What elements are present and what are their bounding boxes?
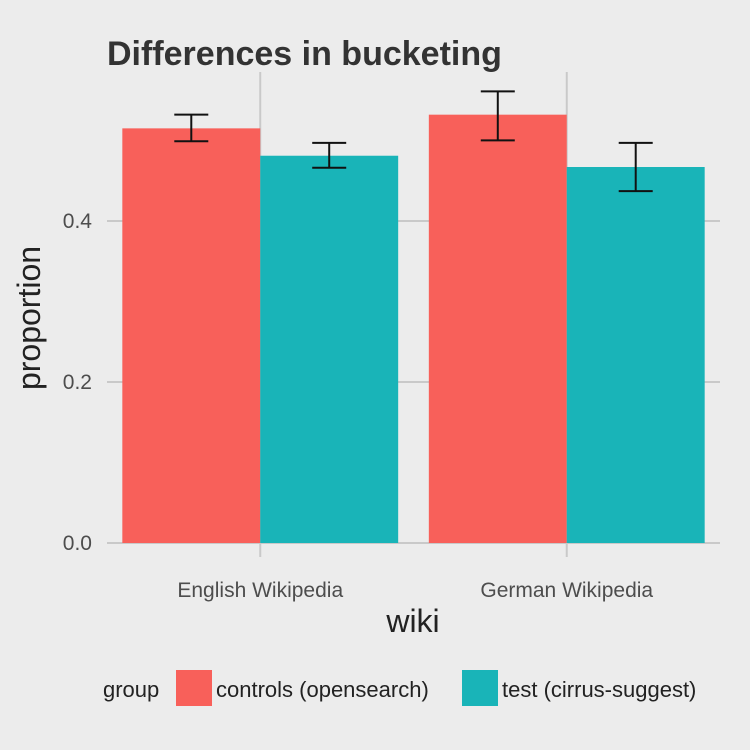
legend-label-controls: controls (opensearch)	[216, 677, 429, 702]
chart-title: Differences in bucketing	[107, 35, 502, 73]
legend-swatch-controls	[176, 670, 212, 706]
y-tick-label: 0.0	[63, 532, 92, 555]
x-axis-title: wiki	[385, 603, 439, 639]
x-tick-label: German Wikipedia	[480, 579, 653, 602]
bar	[428, 114, 567, 544]
legend-swatch-test	[462, 670, 498, 706]
bar	[260, 155, 399, 543]
error-bars	[174, 90, 653, 193]
y-axis-title: proportion	[11, 246, 47, 390]
x-tick-labels: English Wikipedia German Wikipedia	[177, 579, 653, 602]
legend: group controls (opensearch) test (cirrus…	[103, 670, 696, 706]
y-tick-label: 0.2	[63, 371, 92, 394]
x-tick-label: English Wikipedia	[177, 579, 343, 602]
bar	[566, 167, 705, 543]
legend-label-test: test (cirrus-suggest)	[502, 677, 696, 702]
y-tick-label: 0.4	[63, 210, 93, 233]
legend-title: group	[103, 677, 159, 702]
bar	[122, 128, 261, 543]
bars	[122, 114, 705, 544]
y-tick-labels: 0.0 0.2 0.4	[63, 210, 93, 555]
